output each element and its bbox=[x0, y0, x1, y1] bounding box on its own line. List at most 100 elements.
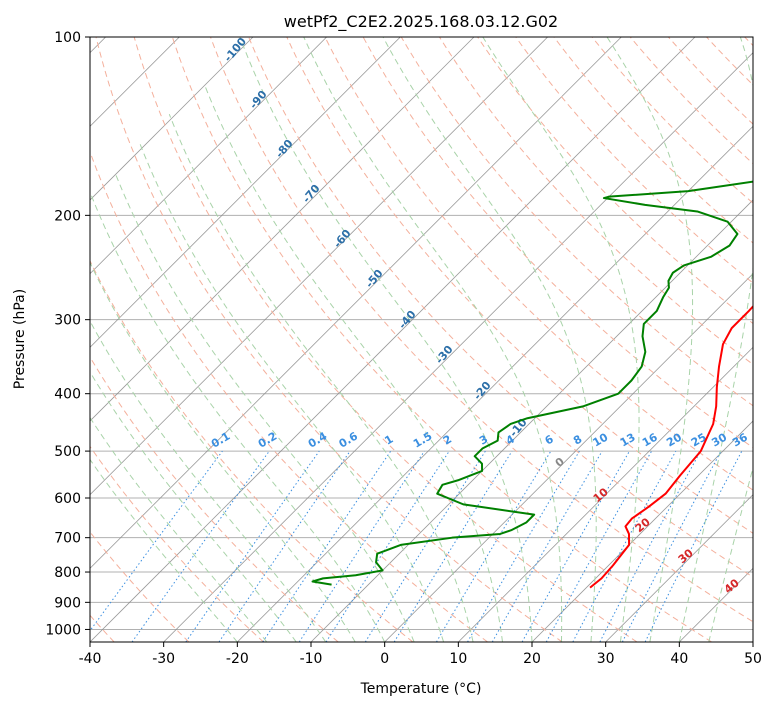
moist-adiabat-label: 40 bbox=[722, 576, 742, 596]
mixing-ratio-line bbox=[262, 450, 392, 642]
mixing-ratio-label: 13 bbox=[618, 431, 638, 450]
mixing-ratio-label: 0.4 bbox=[306, 429, 330, 450]
moist-adiabat-line bbox=[90, 458, 238, 642]
y-tick-label: 300 bbox=[54, 313, 81, 329]
dry-adiabat-label: -100 bbox=[221, 35, 249, 65]
dry-adiabat-line bbox=[591, 37, 753, 204]
isotherm-line bbox=[310, 199, 753, 642]
isotherm-line bbox=[384, 273, 753, 642]
y-tick-label: 800 bbox=[54, 565, 81, 581]
x-tick-label: 30 bbox=[597, 651, 615, 667]
y-tick-label: 600 bbox=[54, 491, 81, 507]
x-tick-label: -40 bbox=[79, 651, 102, 667]
dry-adiabat-line bbox=[90, 150, 488, 642]
dry-adiabat-line bbox=[210, 37, 753, 623]
moist-adiabat-line bbox=[90, 320, 327, 642]
dry-adiabat-label: -20 bbox=[471, 379, 494, 403]
mixing-ratio-line bbox=[298, 450, 425, 642]
mixing-ratio-line bbox=[545, 450, 653, 642]
mixing-ratio-line bbox=[521, 450, 630, 642]
mixing-ratio-label: 2 bbox=[441, 433, 454, 448]
y-tick-label: 500 bbox=[54, 444, 81, 460]
dry-adiabat-line bbox=[90, 356, 339, 642]
mixing-ratio-label: 1.5 bbox=[411, 430, 434, 451]
moist-adiabat-line bbox=[90, 416, 268, 642]
mixing-ratio-label: 0.1 bbox=[209, 430, 232, 451]
isotherm-line bbox=[163, 52, 753, 642]
isotherm-line bbox=[90, 37, 475, 422]
isotherm-line bbox=[679, 567, 753, 642]
dry-adiabat-line bbox=[90, 531, 190, 642]
dry-adiabat-label: -60 bbox=[331, 227, 354, 251]
mixing-ratio-label: 0.2 bbox=[256, 430, 279, 451]
isotherm-line bbox=[90, 37, 327, 275]
dry-adiabat-line bbox=[90, 259, 414, 642]
x-tick-label: -20 bbox=[226, 651, 249, 667]
x-tick-label: -10 bbox=[300, 651, 323, 667]
dry-adiabat-line bbox=[629, 37, 753, 165]
moist-adiabat-label: 30 bbox=[676, 546, 696, 566]
dry-adiabat-label: -30 bbox=[433, 343, 456, 367]
isotherm-line bbox=[458, 346, 753, 642]
dry-adiabat-line bbox=[553, 37, 753, 244]
moist-adiabat-line bbox=[382, 37, 597, 642]
moist-adiabat-line bbox=[239, 37, 533, 642]
plot-area: 0.1 0.2 0.4 0.6 1 1.5 2 3 4 6 8 10 13 16 20 25 30 36-100-… bbox=[90, 35, 753, 642]
mixing-ratio-line bbox=[90, 450, 223, 632]
x-tick-label: 20 bbox=[523, 651, 541, 667]
moist-adiabat-line bbox=[114, 173, 415, 642]
isotherm-line bbox=[752, 641, 753, 642]
isotherm-line bbox=[90, 37, 548, 496]
y-tick-label: 900 bbox=[54, 595, 81, 611]
dry-adiabat-line bbox=[706, 37, 753, 86]
mixing-ratio-line bbox=[364, 450, 486, 642]
mixing-ratio-line bbox=[572, 450, 677, 642]
moist-adiabat-line bbox=[606, 37, 694, 642]
mixing-ratio-label: 8 bbox=[571, 433, 584, 448]
plot-frame bbox=[89, 36, 754, 643]
moist-adiabat-line bbox=[90, 261, 356, 642]
temperature-profile-line bbox=[589, 304, 753, 589]
x-tick-label: -30 bbox=[152, 651, 175, 667]
mixing-ratio-label: 6 bbox=[543, 432, 556, 447]
isotherm-line bbox=[605, 494, 753, 642]
mixing-ratio-line bbox=[185, 450, 320, 642]
mixing-ratio-line bbox=[435, 450, 552, 642]
chart-title: wetPf2_C2E2.2025.168.03.12.G02 bbox=[284, 12, 558, 32]
y-tick-label: 1000 bbox=[45, 622, 81, 638]
dry-adiabat-line bbox=[744, 37, 753, 47]
dry-adiabat-line bbox=[324, 37, 753, 491]
mixing-ratio-line bbox=[218, 450, 351, 642]
isotherm-line bbox=[90, 37, 622, 569]
x-tick-label: 50 bbox=[744, 651, 762, 667]
mixing-ratio-label: 36 bbox=[730, 430, 750, 449]
mixing-ratio-line bbox=[467, 450, 580, 642]
moist-adiabat-line bbox=[708, 465, 753, 642]
moist-adiabat-line bbox=[168, 114, 474, 642]
isotherm-line bbox=[531, 420, 753, 642]
y-tick-label: 400 bbox=[54, 387, 81, 403]
dry-adiabat-label: -90 bbox=[247, 88, 270, 112]
dry-adiabat-label: -50 bbox=[363, 267, 386, 291]
x-tick-label: 0 bbox=[380, 651, 389, 667]
mixing-ratio-line bbox=[491, 450, 603, 642]
dry-adiabat-line bbox=[171, 37, 712, 642]
moist-adiabat-line bbox=[303, 37, 563, 642]
mixing-ratio-label: 16 bbox=[640, 430, 660, 449]
dry-adiabat-line bbox=[400, 37, 753, 407]
dry-adiabat-label: -70 bbox=[300, 182, 323, 206]
x-axis-title: Temperature (°C) bbox=[360, 681, 482, 697]
moist-adiabat-label: 20 bbox=[633, 515, 653, 535]
moist-adiabat-line bbox=[482, 37, 640, 642]
isotherm-line bbox=[90, 37, 254, 201]
mixing-ratio-label: 30 bbox=[709, 430, 729, 449]
moist-adiabat-line bbox=[203, 83, 504, 642]
y-tick-label: 100 bbox=[54, 30, 81, 46]
mixing-ratio-line bbox=[599, 450, 701, 642]
mixing-ratio-label: 0.6 bbox=[337, 429, 361, 450]
dry-adiabat-line bbox=[362, 37, 753, 449]
isotherm-line bbox=[90, 37, 696, 642]
dry-adiabat-line bbox=[133, 37, 638, 642]
moist-adiabat-line bbox=[138, 141, 445, 642]
